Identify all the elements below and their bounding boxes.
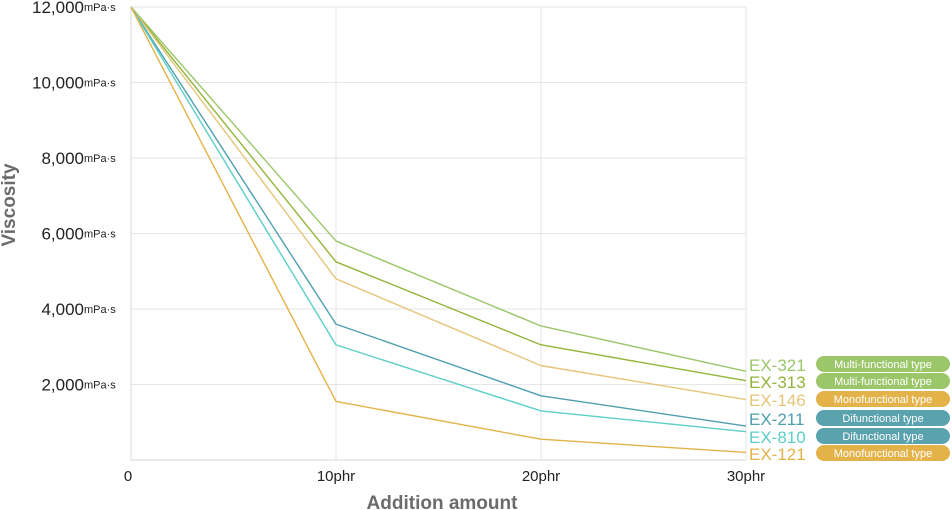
type-badge-label: Difunctional type [842,431,923,443]
series-label: EX-121 [749,445,806,464]
series-label: EX-211 [749,410,804,429]
x-tick-label: 30phr [727,468,765,485]
y-tick-unit: mPa·s [84,153,116,165]
type-badge-label: Multi-functional type [834,359,932,371]
series-label: EX-146 [749,391,806,410]
y-tick-unit: mPa·s [84,229,116,241]
type-badge [816,410,950,426]
y-tick-unit: mPa·s [84,2,116,14]
y-tick-label: 4,000 [41,300,84,319]
type-badge [816,445,950,461]
series-line-ex-321 [130,6,747,372]
type-badge-label: Monofunctional type [834,448,932,460]
type-badge-label: Monofunctional type [834,394,932,406]
y-tick-unit: mPa·s [84,78,116,90]
x-tick-label: 10phr [317,468,355,485]
x-tick-label: 0 [124,468,132,485]
series-line-ex-810 [130,6,747,433]
series-label: EX-810 [749,428,806,447]
type-badge [816,373,950,389]
series-line-ex-313 [130,6,747,382]
type-badge-label: Multi-functional type [834,376,932,388]
y-tick-label: 12,000 [32,0,84,17]
y-axis-title: Viscosity [0,163,20,247]
type-badge-label: Difunctional type [842,413,923,425]
y-tick-label: 6,000 [41,225,84,244]
series-line-ex-121 [130,6,747,454]
series-line-ex-146 [130,6,747,401]
y-tick-label: 2,000 [41,376,84,395]
series-label: EX-321 [749,356,806,375]
y-tick-label: 10,000 [32,74,84,93]
series-line-ex-211 [130,6,747,427]
type-badge [816,391,950,407]
type-badge [816,356,950,372]
y-tick-label: 8,000 [41,149,84,168]
y-tick-unit: mPa·s [84,380,116,392]
y-tick-unit: mPa·s [84,304,116,316]
series-label: EX-313 [749,373,806,392]
type-badge [816,428,950,444]
x-tick-label: 20phr [522,468,560,485]
x-axis-title: Addition amount [367,493,519,510]
